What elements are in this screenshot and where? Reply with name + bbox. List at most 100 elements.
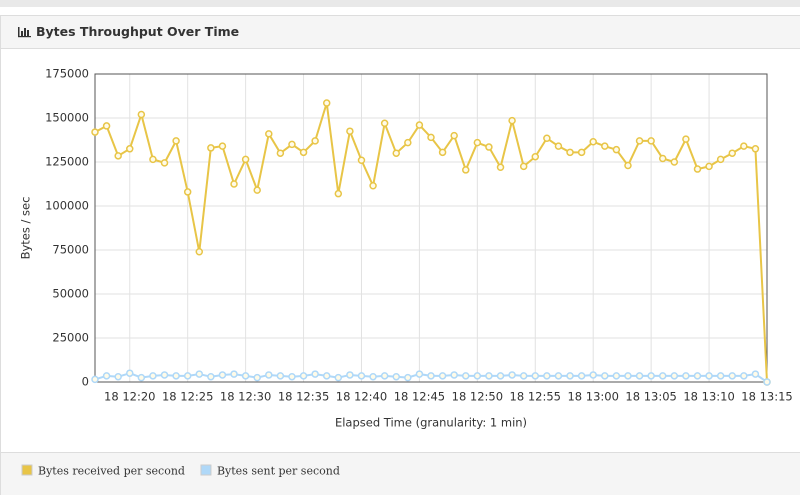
- data-point: [173, 373, 179, 379]
- data-point: [382, 120, 388, 126]
- x-tick-label: 18 12:40: [336, 390, 387, 404]
- data-point: [243, 373, 249, 379]
- data-point: [393, 374, 399, 380]
- data-point: [486, 373, 492, 379]
- data-point: [335, 191, 341, 197]
- data-point: [544, 135, 550, 141]
- data-point: [370, 183, 376, 189]
- data-point: [509, 118, 515, 124]
- data-point: [266, 131, 272, 137]
- data-point: [648, 138, 654, 144]
- data-point: [521, 373, 527, 379]
- data-point: [602, 373, 608, 379]
- data-point: [590, 139, 596, 145]
- data-point: [301, 149, 307, 155]
- data-point: [370, 374, 376, 380]
- data-point: [347, 128, 353, 134]
- data-point: [104, 123, 110, 129]
- data-point: [694, 166, 700, 172]
- x-tick-label: 18 12:55: [510, 390, 561, 404]
- data-point: [393, 150, 399, 156]
- data-point: [219, 372, 225, 378]
- data-point: [289, 374, 295, 380]
- legend-swatch: [22, 465, 32, 475]
- y-tick-label: 25000: [52, 331, 89, 345]
- data-point: [752, 146, 758, 152]
- data-point: [602, 143, 608, 149]
- data-point: [416, 122, 422, 128]
- data-point: [243, 156, 249, 162]
- data-point: [254, 375, 260, 381]
- data-point: [706, 373, 712, 379]
- data-point: [324, 100, 330, 106]
- data-point: [683, 136, 689, 142]
- y-tick-label: 75000: [52, 243, 89, 257]
- legend-label: Bytes sent per second: [217, 465, 340, 478]
- data-point: [173, 138, 179, 144]
- data-point: [208, 374, 214, 380]
- data-point: [127, 370, 133, 376]
- data-point: [683, 373, 689, 379]
- data-point: [312, 138, 318, 144]
- data-point: [312, 371, 318, 377]
- data-point: [474, 140, 480, 146]
- x-tick-label: 18 12:25: [162, 390, 213, 404]
- data-point: [92, 129, 98, 135]
- data-point: [567, 373, 573, 379]
- data-point: [625, 373, 631, 379]
- data-point: [451, 133, 457, 139]
- data-point: [219, 143, 225, 149]
- data-point: [428, 373, 434, 379]
- data-point: [335, 375, 341, 381]
- y-tick-label: 150000: [45, 111, 89, 125]
- data-point: [115, 374, 121, 380]
- legend-swatch: [201, 465, 211, 475]
- data-point: [289, 141, 295, 147]
- data-point: [718, 373, 724, 379]
- data-point: [590, 372, 596, 378]
- data-point: [428, 134, 434, 140]
- data-point: [660, 155, 666, 161]
- data-point: [324, 373, 330, 379]
- data-point: [613, 147, 619, 153]
- y-axis-label: Bytes / sec: [19, 197, 33, 260]
- data-point: [185, 373, 191, 379]
- data-point: [741, 143, 747, 149]
- data-point: [440, 149, 446, 155]
- data-point: [196, 371, 202, 377]
- data-point: [138, 375, 144, 381]
- data-point: [521, 163, 527, 169]
- data-point: [301, 373, 307, 379]
- data-point: [637, 138, 643, 144]
- data-point: [347, 372, 353, 378]
- data-point: [729, 373, 735, 379]
- data-point: [613, 373, 619, 379]
- data-point: [150, 373, 156, 379]
- data-point: [277, 150, 283, 156]
- data-point: [127, 146, 133, 152]
- x-tick-label: 18 13:15: [741, 390, 792, 404]
- data-point: [544, 373, 550, 379]
- y-tick-label: 0: [82, 375, 89, 389]
- data-point: [208, 145, 214, 151]
- data-point: [162, 160, 168, 166]
- y-tick-label: 125000: [45, 155, 89, 169]
- data-point: [277, 373, 283, 379]
- data-point: [266, 372, 272, 378]
- x-tick-label: 18 13:05: [625, 390, 676, 404]
- data-point: [648, 373, 654, 379]
- data-point: [382, 373, 388, 379]
- data-point: [671, 373, 677, 379]
- data-point: [486, 144, 492, 150]
- data-point: [451, 372, 457, 378]
- x-tick-label: 18 12:30: [220, 390, 271, 404]
- x-tick-label: 18 12:35: [278, 390, 329, 404]
- data-point: [440, 373, 446, 379]
- data-point: [92, 376, 98, 382]
- data-point: [231, 371, 237, 377]
- data-point: [764, 379, 770, 385]
- data-point: [358, 157, 364, 163]
- data-point: [625, 163, 631, 169]
